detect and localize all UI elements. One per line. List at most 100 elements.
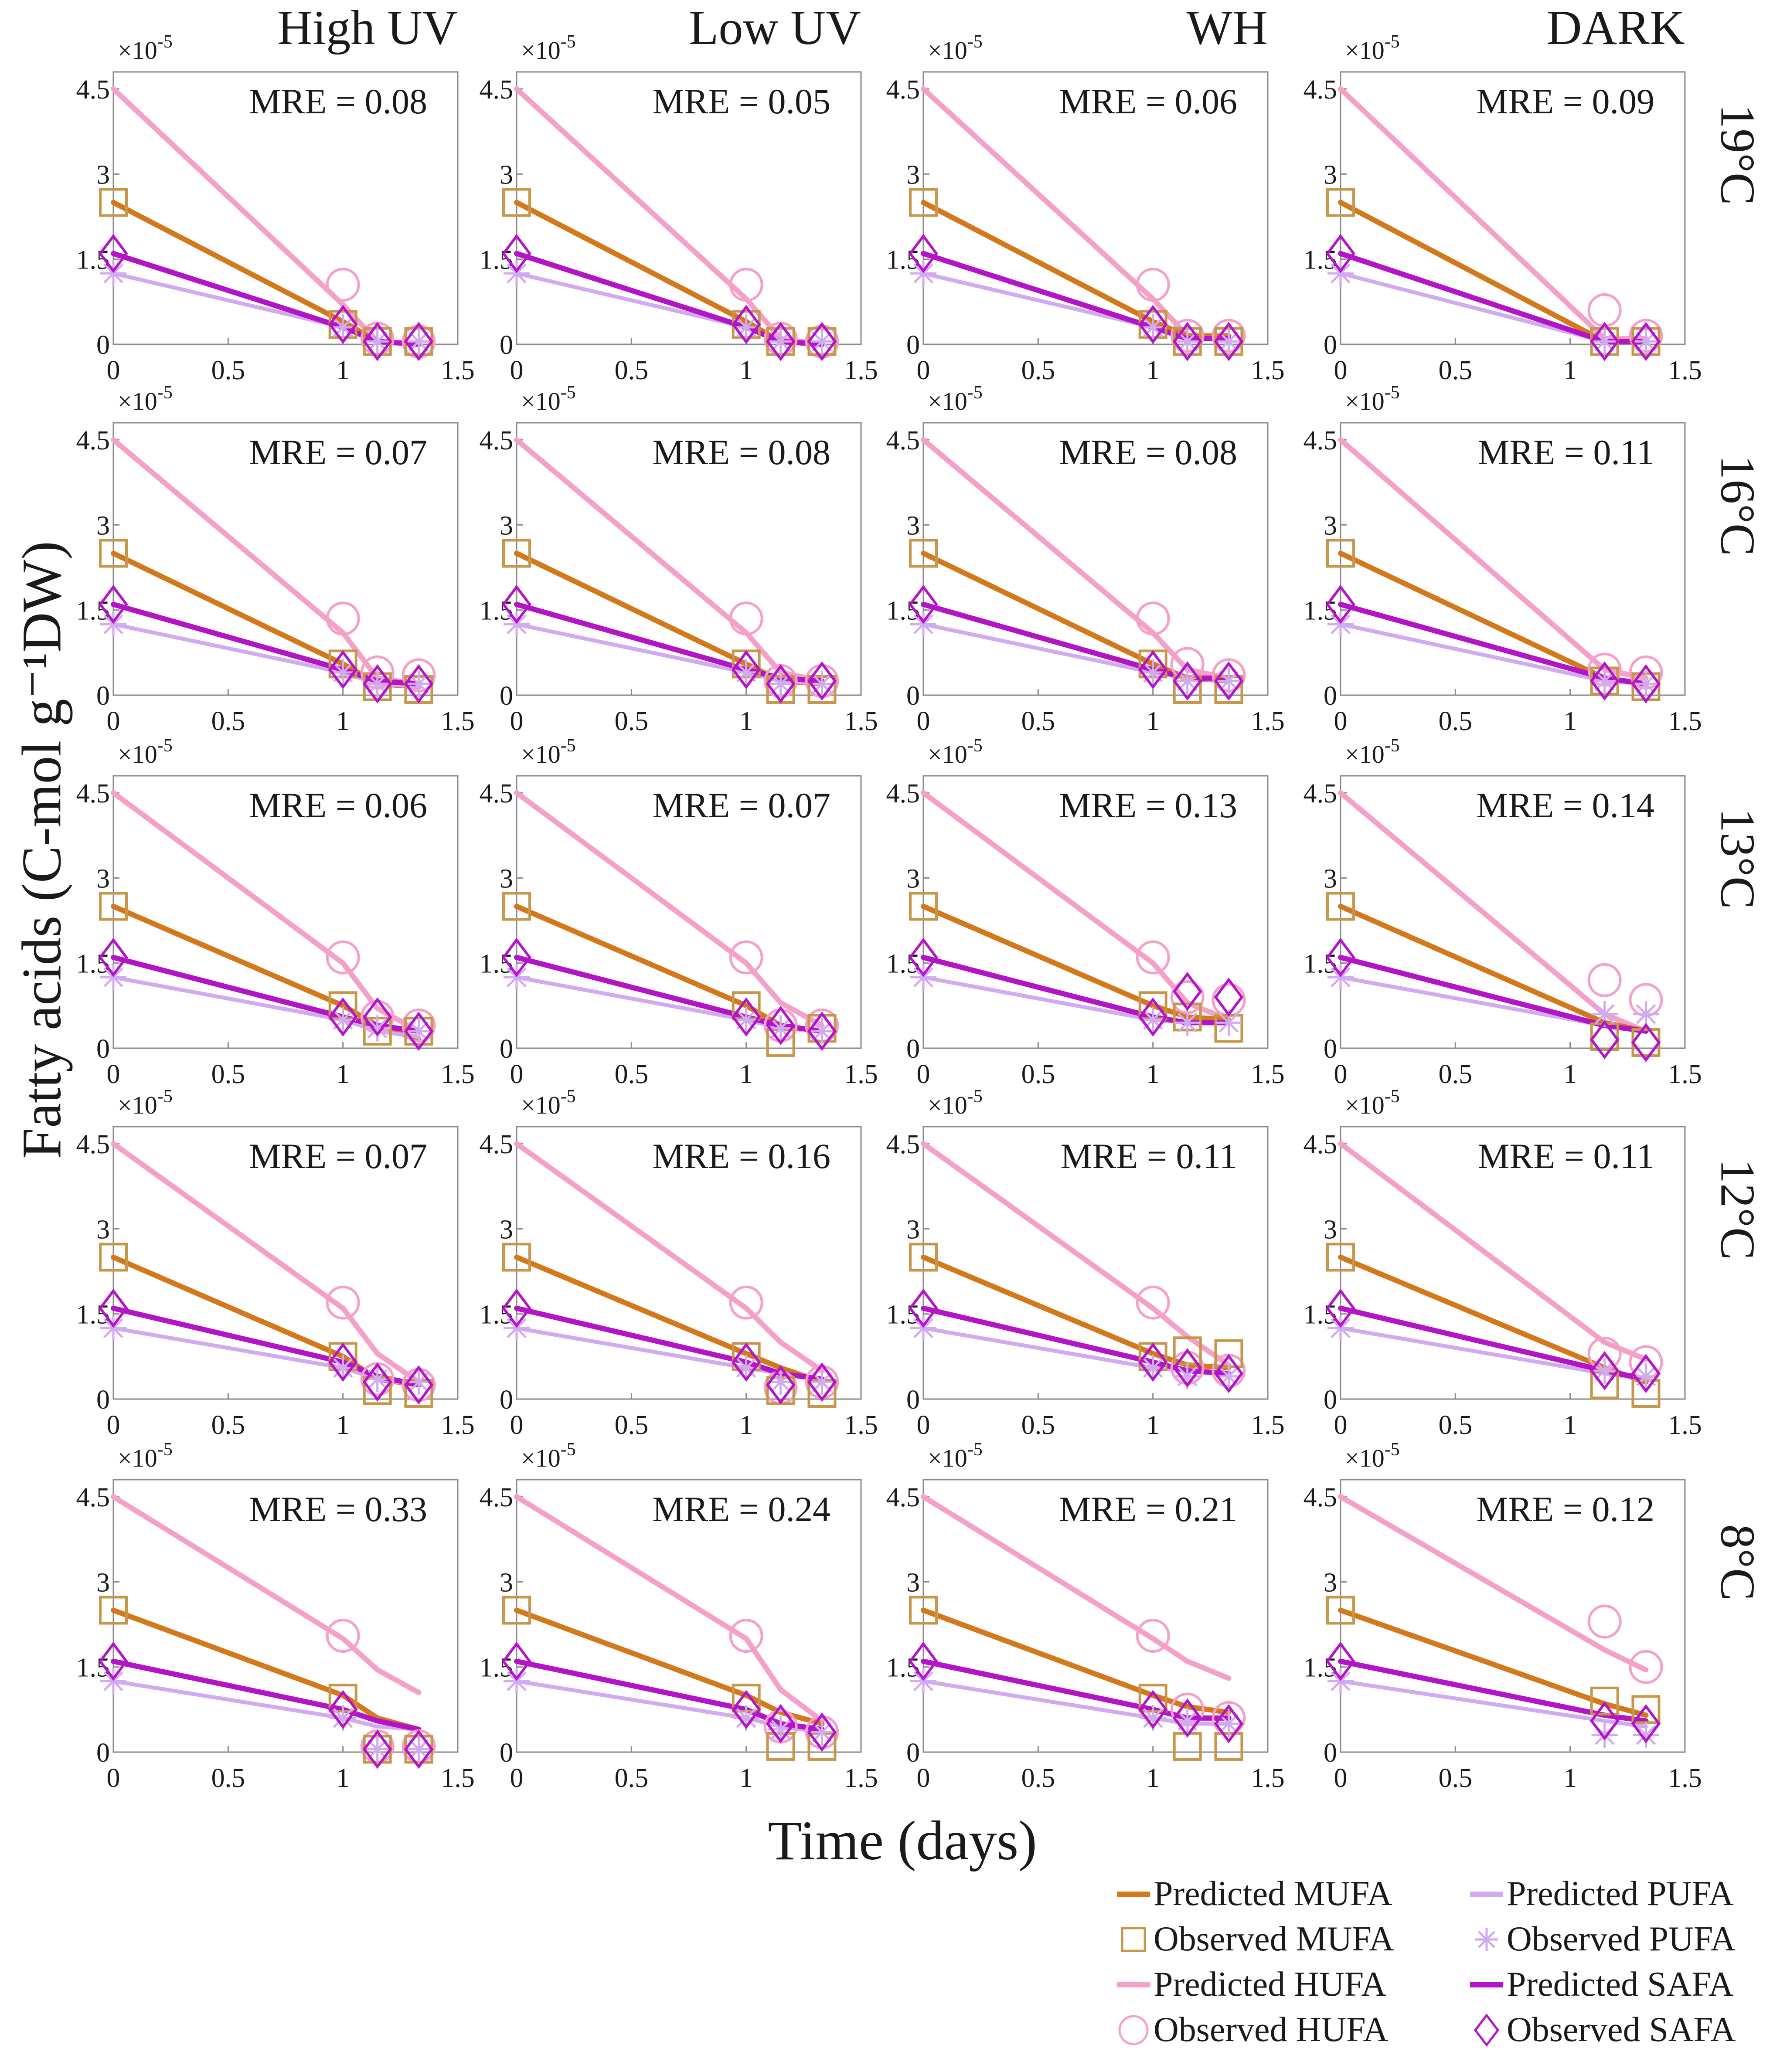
y-tick-label: 0 [906, 1034, 920, 1064]
observed-safa-point [1326, 234, 1355, 273]
observed-safa-point [1172, 322, 1202, 361]
y-tick-label: 0 [1324, 1034, 1337, 1064]
observed-safa-point [807, 1011, 837, 1051]
y-tick-label: 4.5 [886, 1483, 920, 1512]
legend: Predicted MUFA Predicted PUFA Observed MUF… [1116, 1874, 1770, 2066]
observed-mufa-point [909, 188, 938, 217]
x-tick-label: 0 [510, 707, 524, 736]
x-tick-label: 1.5 [1668, 1060, 1702, 1089]
y-tick-label: 3 [906, 511, 920, 540]
mre-label: MRE = 0.21 [1059, 1489, 1237, 1529]
x-tick-label: 1.5 [844, 1060, 878, 1089]
observed-pufa-point [767, 1369, 794, 1395]
observed-pufa-point [1591, 668, 1618, 694]
y-tick-label: 3 [1324, 1215, 1337, 1244]
predicted-hufa-line [1338, 1494, 1649, 1673]
x-tick-label: 0 [510, 1763, 524, 1793]
x-tick-label: 0.5 [1439, 707, 1473, 736]
y-exponent-label: ×10-5 [118, 383, 173, 415]
legend-label: Predicted PUFA [1507, 1875, 1734, 1913]
observed-pufa-point [1140, 1006, 1166, 1033]
x-tick-label: 0 [107, 1060, 120, 1089]
observed-mufa-point [1326, 892, 1355, 921]
x-tick-label: 0 [1334, 1410, 1348, 1440]
observed-safa-point [766, 322, 796, 361]
observed-pufa-point [1140, 314, 1166, 340]
column-title: High UV [277, 1, 458, 55]
observed-pufa-point [809, 670, 835, 697]
predicted-pufa-line [111, 622, 421, 689]
mre-label: MRE = 0.08 [653, 432, 830, 472]
observed-pufa-point [364, 670, 391, 697]
observed-hufa-point [729, 601, 763, 636]
y-tick-label: 3 [500, 1568, 513, 1597]
observed-pufa-point [1174, 1363, 1201, 1389]
mre-label: MRE = 0.06 [1059, 82, 1237, 121]
observed-mufa-point [909, 1596, 938, 1625]
observed-safa-point [766, 664, 796, 703]
y-tick-label: 4.5 [480, 779, 514, 808]
observed-mufa-point [1326, 188, 1355, 217]
legend-label: Observed MUFA [1154, 1920, 1394, 1958]
legend-item: Predicted HUFA [1116, 1965, 1386, 2004]
observed-mufa-point [99, 1596, 128, 1625]
predicted-safa-line [514, 954, 825, 1034]
observed-safa-point [328, 997, 358, 1037]
x-tick-label: 1 [739, 707, 753, 736]
observed-pufa-point [1633, 1722, 1659, 1748]
observed-safa-point [807, 661, 837, 701]
observed-pufa-point [733, 1006, 759, 1033]
predicted-hufa-line [111, 1494, 422, 1695]
column-title: WH [1186, 1, 1268, 55]
mre-label: MRE = 0.13 [1059, 785, 1237, 825]
observed-safa-point [99, 584, 128, 624]
observed-safa-point [1326, 1288, 1355, 1328]
observed-pufa-point [1591, 1001, 1618, 1027]
observed-pufa-point [504, 260, 530, 287]
x-tick-label: 1.5 [1251, 1763, 1285, 1793]
y-tick-label: 0 [906, 1738, 920, 1768]
legend-symbol [1470, 1891, 1503, 1897]
observed-mufa-point [99, 1243, 128, 1272]
x-tick-label: 1 [336, 1060, 350, 1089]
observed-hufa-point [326, 1285, 360, 1320]
legend-symbol [1118, 2015, 1149, 2045]
observed-pufa-point [733, 1355, 759, 1381]
observed-mufa-point [502, 188, 531, 217]
observed-mufa-point [1326, 539, 1355, 568]
observed-safa-point [731, 305, 761, 344]
observed-pufa-point [1327, 1668, 1354, 1695]
observed-pufa-point [910, 1315, 936, 1342]
y-exponent-label: ×10-5 [1345, 383, 1400, 415]
y-tick-label: 4.5 [76, 426, 110, 455]
observed-safa-point [766, 1704, 796, 1743]
predicted-hufa-line [514, 1141, 825, 1373]
x-tick-label: 1 [1146, 1410, 1160, 1440]
observed-pufa-point [405, 1018, 432, 1044]
y-tick-label: 0 [96, 681, 110, 711]
observed-hufa-point [729, 1285, 763, 1320]
observed-pufa-point [330, 1006, 356, 1033]
y-tick-label: 0 [96, 1034, 110, 1064]
x-tick-label: 0.5 [615, 1060, 649, 1089]
y-exponent-label: ×10-5 [928, 1440, 983, 1472]
plot-frame [112, 1479, 459, 1753]
observed-pufa-point [809, 1369, 835, 1395]
x-tick-label: 0 [107, 1410, 120, 1440]
y-tick-label: 0 [96, 1738, 110, 1768]
observed-hufa-point [729, 268, 763, 302]
x-tick-label: 1 [739, 1410, 753, 1440]
legend-symbol [1117, 1982, 1150, 1987]
observed-safa-point [807, 1362, 837, 1402]
y-exponent-label: ×10-5 [1345, 32, 1400, 65]
y-tick-label: 0 [500, 1034, 513, 1064]
predicted-pufa-line [514, 622, 824, 686]
y-tick-label: 4.5 [76, 1483, 110, 1512]
observed-safa-point [502, 1641, 531, 1681]
column-title: Low UV [688, 1, 861, 55]
x-tick-label: 0.5 [615, 1763, 649, 1793]
